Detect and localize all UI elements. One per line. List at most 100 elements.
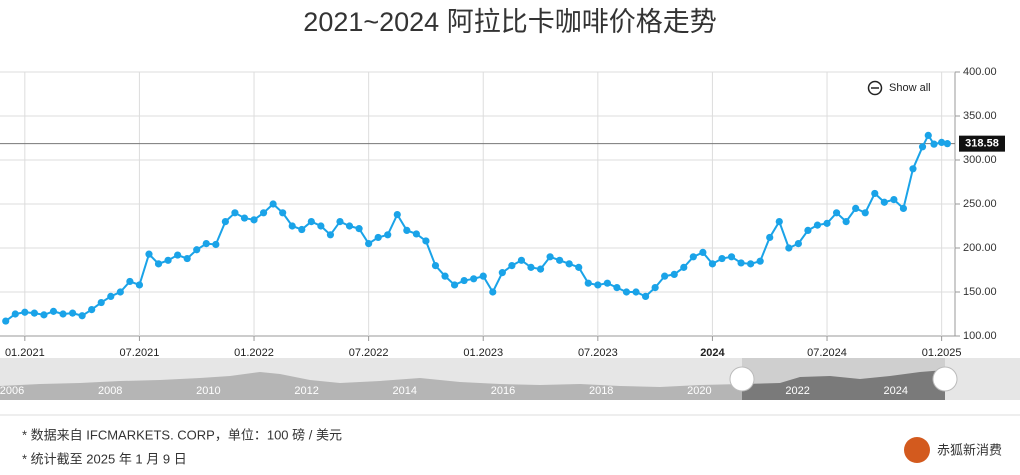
- data-point: [193, 246, 201, 254]
- data-point: [107, 292, 115, 300]
- y-tick-label: 200.00: [963, 242, 997, 254]
- data-point: [97, 298, 105, 307]
- data-point: [651, 284, 659, 292]
- data-point: [498, 269, 506, 277]
- data-point: [546, 253, 554, 261]
- data-point: [517, 256, 526, 264]
- navigator-label: 2024: [884, 385, 908, 397]
- data-point: [365, 240, 373, 248]
- data-point: [861, 209, 869, 217]
- data-point: [412, 230, 420, 238]
- data-point: [938, 138, 946, 146]
- y-tick-label: 350.00: [963, 110, 997, 122]
- data-point: [250, 216, 258, 224]
- x-tick-label: 2024: [700, 347, 725, 359]
- show-all-button[interactable]: Show all: [867, 80, 931, 96]
- data-point: [307, 218, 315, 226]
- data-point: [479, 272, 487, 280]
- data-point: [823, 219, 831, 227]
- data-point: [670, 270, 678, 278]
- data-point: [460, 276, 468, 285]
- data-point: [613, 284, 621, 292]
- data-point: [78, 312, 86, 320]
- data-point: [202, 240, 210, 248]
- data-point: [508, 262, 516, 270]
- x-tick-label: 01.2023: [463, 347, 503, 359]
- data-point: [231, 209, 239, 217]
- data-point: [880, 198, 888, 206]
- data-point: [632, 288, 640, 296]
- data-point: [116, 288, 124, 296]
- note: * 数据来自 IFCMARKETS. CORP，单位：100 磅 / 美元: [22, 427, 342, 442]
- data-point: [470, 275, 478, 283]
- data-point: [689, 253, 697, 261]
- data-point: [355, 225, 363, 233]
- data-point: [374, 233, 382, 242]
- x-tick-label: 07.2022: [349, 347, 389, 359]
- data-point: [288, 222, 296, 230]
- navigator-area: [0, 372, 742, 400]
- navigator-handle[interactable]: [729, 366, 755, 392]
- data-point: [68, 309, 77, 317]
- data-point: [842, 218, 850, 226]
- data-point: [584, 279, 592, 287]
- navigator-label: 2020: [687, 385, 711, 397]
- data-point: [718, 254, 726, 263]
- data-point: [899, 204, 908, 212]
- data-point: [641, 292, 650, 300]
- y-tick-label: 100.00: [963, 330, 997, 342]
- data-point: [930, 140, 938, 148]
- data-point: [40, 311, 48, 319]
- data-point: [766, 233, 774, 242]
- navigator-label: 2008: [98, 385, 122, 397]
- data-point: [88, 306, 96, 314]
- x-tick-label: 07.2024: [807, 347, 847, 359]
- data-point: [30, 309, 38, 317]
- navigator-label: 2014: [393, 385, 417, 397]
- x-tick-label: 07.2023: [578, 347, 618, 359]
- data-point: [775, 218, 783, 226]
- note: * 统计截至 2025 年 1 月 9 日: [22, 451, 187, 466]
- data-point: [393, 210, 401, 219]
- data-point: [164, 256, 172, 264]
- show-all[interactable]: Show all: [889, 82, 931, 94]
- data-point: [21, 308, 29, 316]
- data-point: [909, 165, 917, 173]
- data-point: [890, 196, 898, 204]
- data-point: [431, 262, 440, 270]
- data-point: [135, 281, 144, 289]
- data-point: [565, 260, 573, 268]
- data-point: [575, 263, 583, 271]
- data-point: [422, 237, 430, 245]
- data-point: [326, 231, 335, 239]
- data-point: [11, 310, 19, 318]
- data-point: [943, 140, 951, 148]
- data-point: [556, 256, 564, 264]
- chart-title: 2021~2024 阿拉比卡咖啡价格走势: [303, 7, 716, 37]
- data-point: [212, 240, 220, 249]
- data-point: [737, 259, 745, 267]
- data-point: [317, 222, 325, 230]
- data-point: [174, 251, 182, 259]
- data-point: [298, 225, 306, 234]
- data-point: [813, 221, 822, 229]
- data-point: [336, 218, 344, 226]
- y-tick-label: 250.00: [963, 198, 997, 210]
- y-tick-label: 150.00: [963, 286, 997, 298]
- data-point: [259, 209, 268, 217]
- data-point: [126, 277, 134, 286]
- data-point: [49, 307, 58, 315]
- x-tick-label: 07.2021: [120, 347, 160, 359]
- data-point: [527, 263, 535, 271]
- navigator-label: 2022: [785, 385, 809, 397]
- data-point: [680, 263, 688, 271]
- brand: 赤狐新消费: [937, 442, 1002, 457]
- navigator-handle[interactable]: [932, 366, 958, 392]
- zoom-icon: [867, 80, 883, 96]
- data-point: [183, 254, 191, 263]
- data-point: [489, 288, 497, 296]
- data-point: [441, 272, 449, 280]
- data-point: [594, 281, 602, 289]
- data-point: [450, 281, 459, 289]
